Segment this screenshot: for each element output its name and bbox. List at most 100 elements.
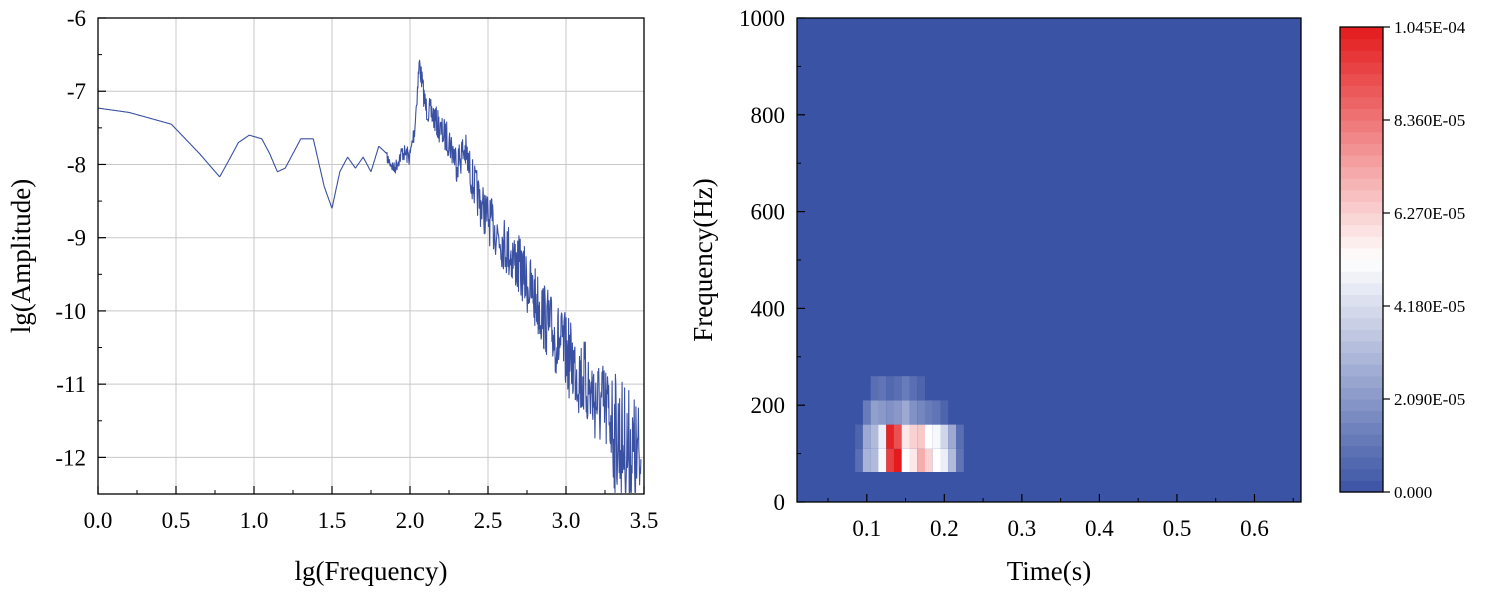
colorbar-band (1340, 247, 1383, 261)
heatmap-cell (893, 376, 902, 401)
spectrogram-ticks: 0.1 0.2 0.3 0.4 0.5 0.6 0 200 400 600 800 1000 (739, 6, 1294, 541)
heatmap-cell (901, 448, 910, 472)
colorbar-band (1340, 340, 1383, 354)
heatmap-cell (917, 400, 925, 425)
spectrum-y-tick-label: -10 (55, 299, 86, 324)
heatmap-cell (878, 448, 887, 472)
colorbar-band (1340, 178, 1383, 191)
colorbar: 0.000 2.090E-05 4.180E-05 6.270E-05 8.360E-0… (1339, 18, 1466, 502)
spectrogram-x-tick-label: 0.2 (930, 516, 959, 541)
heatmap-cell (940, 424, 949, 449)
colorbar-band (1340, 271, 1383, 284)
heatmap-cell (886, 424, 894, 449)
colorbar-band (1340, 120, 1383, 133)
heatmap-cell (956, 424, 964, 449)
spectrogram-x-tick-label: 0.4 (1085, 516, 1114, 541)
spectrogram-x-tick-label: 0.5 (1163, 516, 1192, 541)
colorbar-band (1340, 329, 1383, 342)
heatmap-cell (932, 448, 941, 472)
heatmap-cell (901, 400, 910, 425)
heatmap-cell (886, 376, 894, 401)
colorbar-bands (1340, 27, 1383, 493)
heatmap-cell (862, 400, 871, 425)
heatmap-cell (956, 448, 964, 472)
spectrogram-cells (855, 376, 964, 472)
colorbar-band (1340, 480, 1383, 493)
colorbar-band (1340, 317, 1383, 330)
heatmap-cell (878, 424, 887, 449)
colorbar-band (1340, 422, 1383, 435)
heatmap-cell (901, 424, 910, 449)
heatmap-cell (855, 448, 863, 472)
colorbar-band (1340, 433, 1383, 447)
colorbar-band (1340, 96, 1383, 109)
spectrum-plot: 0.0 0.5 1.0 1.5 2.0 2.5 3.0 3.5 -6 -7 -8 -9 -10 -11 -1… (6, 6, 658, 586)
colorbar-band (1340, 410, 1383, 423)
spectrum-y-tick-label: -8 (67, 152, 86, 177)
colorbar-band (1340, 457, 1383, 470)
spectrum-y-tick-label: -6 (67, 6, 86, 31)
heatmap-cell (924, 424, 933, 449)
spectrum-x-tick-label: 2.5 (474, 508, 503, 533)
spectrogram-plot: 0.1 0.2 0.3 0.4 0.5 0.6 0 200 400 600 800 1000 Time… (688, 6, 1302, 586)
heatmap-cell (909, 448, 918, 472)
heatmap-cell (862, 424, 871, 449)
spectrogram-x-tick-label: 0.1 (852, 516, 881, 541)
heatmap-cell (878, 376, 887, 401)
colorbar-band (1340, 259, 1383, 272)
colorbar-band (1340, 213, 1383, 226)
heatmap-cell (932, 424, 941, 449)
colorbar-band (1340, 38, 1383, 51)
spectrogram-y-tick-label: 400 (751, 296, 786, 321)
colorbar-band (1340, 108, 1383, 121)
colorbar-tick-label: 6.270E-05 (1394, 204, 1465, 223)
colorbar-band (1340, 352, 1383, 365)
heatmap-cell (862, 448, 871, 472)
spectrum-plot-frame (97, 17, 645, 495)
spectrum-x-tick-label: 3.0 (552, 508, 581, 533)
heatmap-cell (948, 448, 956, 472)
spectrum-x-tick-label: 1.5 (318, 508, 347, 533)
heatmap-cell (870, 400, 879, 425)
spectrogram-x-tick-label: 0.3 (1007, 516, 1036, 541)
colorbar-tick-label: 0.000 (1394, 483, 1432, 502)
colorbar-band (1340, 364, 1383, 377)
spectrum-y-tick-label: -9 (67, 226, 86, 251)
colorbar-band (1340, 154, 1383, 168)
heatmap-cell (917, 448, 925, 472)
colorbar-band (1340, 282, 1383, 295)
heatmap-cell (948, 424, 956, 449)
colorbar-tick-label: 2.090E-05 (1394, 390, 1465, 409)
heatmap-cell (924, 400, 933, 425)
spectrogram-x-axis-title: Time(s) (1007, 556, 1092, 586)
colorbar-band (1340, 189, 1383, 202)
heatmap-cell (855, 424, 863, 449)
heatmap-cell (886, 448, 894, 472)
colorbar-band (1340, 166, 1383, 179)
colorbar-tick-label: 8.360E-05 (1394, 111, 1465, 130)
spectrogram-y-tick-label: 0 (774, 490, 786, 515)
spectrogram-y-tick-label: 1000 (739, 6, 785, 31)
spectrum-y-axis-title: lg(Amplitude) (6, 179, 36, 333)
colorbar-band (1340, 73, 1383, 86)
colorbar-tick-label: 4.180E-05 (1394, 297, 1465, 316)
colorbar-band (1340, 224, 1383, 237)
colorbar-band (1340, 236, 1383, 249)
heatmap-cell (932, 400, 941, 425)
colorbar-band (1340, 143, 1383, 156)
colorbar-band (1340, 445, 1383, 458)
heatmap-cell (909, 376, 918, 401)
heatmap-cell (917, 424, 925, 449)
heatmap-cell (924, 448, 933, 472)
colorbar-band (1340, 85, 1383, 98)
spectrum-y-tick-label: -7 (67, 79, 86, 104)
colorbar-band (1340, 201, 1383, 214)
spectrogram-y-tick-label: 800 (751, 103, 786, 128)
colorbar-frame (1339, 26, 1384, 493)
colorbar-band (1340, 306, 1383, 319)
colorbar-band (1340, 131, 1383, 144)
colorbar-ticks: 0.000 2.090E-05 4.180E-05 6.270E-05 8.360E-0… (1383, 18, 1466, 502)
spectrum-ticks: 0.0 0.5 1.0 1.5 2.0 2.5 3.0 3.5 -6 -7 -8 -9 -10 -11 -1… (55, 6, 658, 533)
heatmap-cell (886, 400, 894, 425)
